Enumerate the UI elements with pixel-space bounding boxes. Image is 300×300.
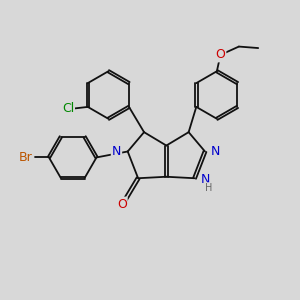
Text: N: N [211, 145, 220, 158]
Text: O: O [215, 48, 225, 62]
Text: O: O [117, 198, 127, 211]
Text: Br: Br [19, 151, 33, 164]
Text: N: N [200, 173, 210, 186]
Text: Cl: Cl [62, 102, 74, 115]
Text: H: H [205, 183, 212, 193]
Text: N: N [112, 145, 121, 158]
